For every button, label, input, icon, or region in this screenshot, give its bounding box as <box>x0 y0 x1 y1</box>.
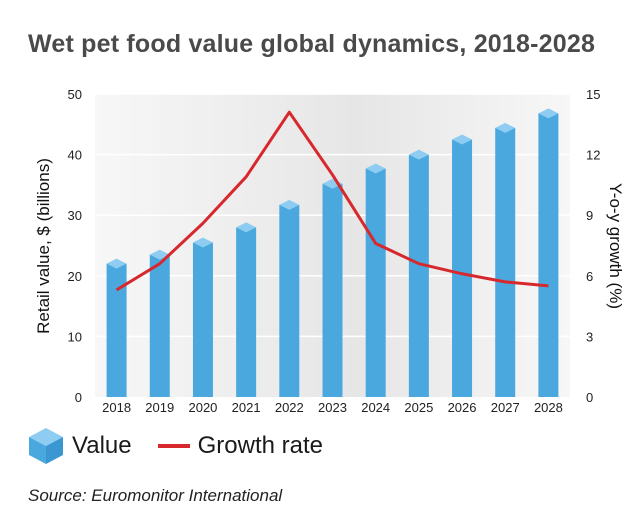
y2-tick-label: 3 <box>586 329 593 344</box>
bar <box>192 237 213 397</box>
legend-label-value: Value <box>72 432 132 459</box>
x-tick-label: 2026 <box>448 400 477 415</box>
bar <box>322 178 343 397</box>
y2-tick-label: 15 <box>586 87 600 102</box>
cube-icon <box>29 428 63 464</box>
y-tick-label: 20 <box>68 269 82 284</box>
y2-tick-label: 6 <box>586 269 593 284</box>
y-axis-title: Retail value, $ (billions) <box>34 158 53 334</box>
bar <box>495 122 516 397</box>
bar <box>365 163 386 397</box>
x-tick-label: 2021 <box>232 400 261 415</box>
legend: Value Growth rate <box>28 426 349 466</box>
legend-item-value: Value <box>28 427 132 465</box>
chart-title: Wet pet food value global dynamics, 2018… <box>28 30 596 58</box>
bar <box>408 149 429 397</box>
y-tick-label: 0 <box>75 390 82 405</box>
bar <box>236 222 257 397</box>
line-swatch-icon <box>157 444 190 448</box>
y2-axis-title: Y-o-y growth (%) <box>606 183 625 309</box>
x-tick-label: 2018 <box>102 400 131 415</box>
y-tick-label: 50 <box>68 87 82 102</box>
legend-label-growth: Growth rate <box>197 432 323 459</box>
bar-series <box>106 108 559 397</box>
growth-line-series <box>115 110 549 292</box>
y2-tick-label: 9 <box>586 208 593 223</box>
bar <box>106 258 127 397</box>
source-note: Source: Euromonitor International <box>28 486 283 505</box>
left-axis-ticks: 0 10 20 30 40 50 <box>68 87 82 405</box>
x-tick-label: 2019 <box>145 400 174 415</box>
x-tick-label: 2022 <box>275 400 304 415</box>
bar <box>149 249 170 397</box>
y-tick-label: 10 <box>68 329 82 344</box>
x-tick-label: 2025 <box>404 400 433 415</box>
x-axis-ticks: 2018 2019 2020 2021 2022 2023 2024 2025 2026 2027… <box>102 400 563 415</box>
y2-tick-label: 12 <box>586 148 600 163</box>
bar <box>279 199 300 397</box>
x-tick-label: 2024 <box>361 400 390 415</box>
x-tick-label: 2027 <box>491 400 520 415</box>
growth-line <box>115 110 549 292</box>
bar <box>538 108 559 397</box>
y2-tick-label: 0 <box>586 390 593 405</box>
legend-item-growth: Growth rate <box>157 432 323 460</box>
x-tick-label: 2023 <box>318 400 347 415</box>
y-tick-label: 40 <box>68 148 82 163</box>
x-tick-label: 2020 <box>188 400 217 415</box>
right-axis-ticks: 0 3 6 9 12 15 <box>586 87 600 405</box>
bar <box>452 134 473 397</box>
y-tick-label: 30 <box>68 208 82 223</box>
x-tick-label: 2028 <box>534 400 563 415</box>
